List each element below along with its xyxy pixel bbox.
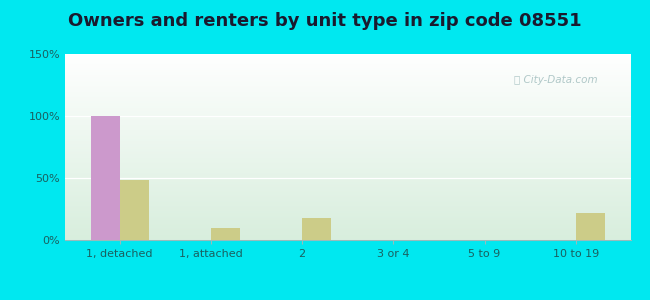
Text: Owners and renters by unit type in zip code 08551: Owners and renters by unit type in zip c… [68,12,582,30]
Text: ⓘ City-Data.com: ⓘ City-Data.com [514,75,597,85]
Bar [576,213,605,240]
Bar [90,116,120,240]
Bar [211,228,240,240]
Bar [120,181,149,240]
Bar [302,218,332,240]
